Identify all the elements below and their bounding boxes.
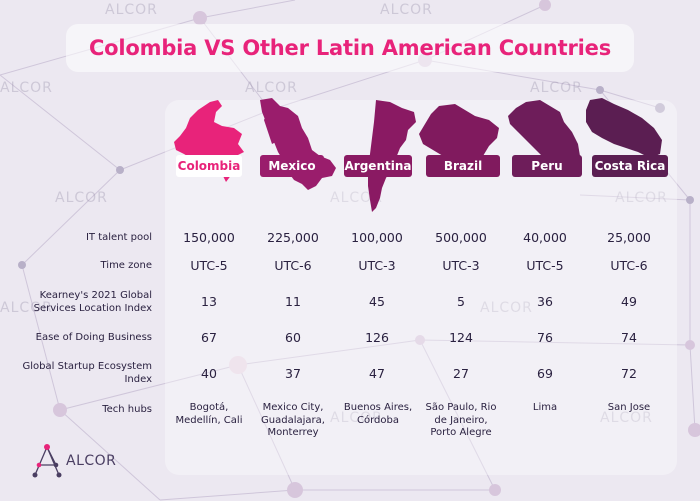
title-banner: Colombia VS Other Latin American Countri… bbox=[66, 24, 634, 72]
table-cell: 27 bbox=[453, 365, 469, 381]
watermark: ALCOR bbox=[615, 190, 668, 206]
table-cell: 40,000 bbox=[523, 229, 567, 245]
table-cell: 40 bbox=[201, 365, 217, 381]
table-cell: 76 bbox=[537, 329, 553, 345]
country-tab-brazil[interactable]: Brazil bbox=[426, 155, 500, 177]
watermark: ALCOR bbox=[0, 300, 53, 316]
mexico-map-icon bbox=[260, 98, 336, 190]
table-cell: San Jose bbox=[607, 402, 651, 413]
page-title: Colombia VS Other Latin American Countri… bbox=[88, 36, 612, 60]
table-cell: 74 bbox=[621, 329, 637, 345]
watermark: ALCOR bbox=[245, 80, 298, 96]
comparison-panel bbox=[165, 100, 677, 475]
table-cell: UTC-3 bbox=[358, 257, 396, 273]
table-cell: Buenos Aires, Córdoba bbox=[343, 402, 413, 426]
country-tab-argentina[interactable]: Argentina bbox=[344, 155, 412, 177]
table-cell: 5 bbox=[457, 293, 465, 309]
row-label-tech-hubs: Tech hubs bbox=[102, 403, 152, 415]
table-cell: 500,000 bbox=[435, 229, 487, 245]
watermark: ALCOR bbox=[530, 80, 583, 96]
country-tab-costa-rica[interactable]: Costa Rica bbox=[592, 155, 668, 177]
alcor-logo-text: ALCOR bbox=[66, 453, 117, 469]
watermark: ALCOR bbox=[330, 190, 383, 206]
table-cell: 47 bbox=[369, 365, 385, 381]
table-cell: 49 bbox=[621, 293, 637, 309]
table-cell: 36 bbox=[537, 293, 553, 309]
country-tab-mexico[interactable]: Mexico bbox=[260, 155, 324, 177]
row-label-startup-ecosystem: Global Startup Ecosystem Index bbox=[22, 361, 152, 385]
watermark: ALCOR bbox=[55, 190, 108, 206]
table-cell: Bogotá, Medellín, Cali bbox=[175, 402, 243, 426]
watermark: ALCOR bbox=[105, 2, 158, 18]
table-cell: 69 bbox=[537, 365, 553, 381]
watermark: ALCOR bbox=[330, 410, 383, 426]
table-cell: 37 bbox=[285, 365, 301, 381]
table-cell: Mexico City, Guadalajara, Monterrey bbox=[261, 402, 325, 438]
table-cell: 150,000 bbox=[183, 229, 235, 245]
costa-rica-map-icon bbox=[586, 98, 662, 158]
watermark: ALCOR bbox=[0, 80, 53, 96]
watermark: ALCOR bbox=[600, 410, 653, 426]
table-cell: 45 bbox=[369, 293, 385, 309]
table-cell: 72 bbox=[621, 365, 637, 381]
watermark: ALCOR bbox=[380, 2, 433, 18]
watermark: ALCOR bbox=[480, 300, 533, 316]
row-label-time-zone: Time zone bbox=[100, 259, 152, 271]
table-cell: 13 bbox=[201, 293, 217, 309]
row-label-it-talent-pool: IT talent pool bbox=[85, 231, 152, 243]
alcor-logo: ALCOR bbox=[30, 443, 116, 479]
table-cell: 100,000 bbox=[351, 229, 403, 245]
table-cell: UTC-6 bbox=[274, 257, 312, 273]
table-cell: 60 bbox=[285, 329, 301, 345]
country-tab-colombia[interactable]: Colombia bbox=[176, 155, 242, 177]
table-cell: 225,000 bbox=[267, 229, 319, 245]
table-cell: 11 bbox=[285, 293, 301, 309]
country-tab-peru[interactable]: Peru bbox=[512, 155, 582, 177]
table-cell: 126 bbox=[365, 329, 389, 345]
table-cell: UTC-6 bbox=[610, 257, 648, 273]
table-cell: UTC-5 bbox=[526, 257, 564, 273]
table-cell: Lima bbox=[532, 402, 558, 413]
alcor-logo-icon bbox=[32, 444, 62, 478]
table-cell: 67 bbox=[201, 329, 217, 345]
table-cell: 124 bbox=[449, 329, 473, 345]
table-cell: 25,000 bbox=[607, 229, 651, 245]
row-label-kearney-index: Kearney's 2021 Global Services Location … bbox=[33, 290, 152, 314]
row-label-ease-of-doing-business: Ease of Doing Business bbox=[35, 331, 152, 343]
table-cell: UTC-5 bbox=[190, 257, 228, 273]
table-cell: UTC-3 bbox=[442, 257, 480, 273]
table-cell: São Paulo, Rio de Janeiro, Porto Alegre bbox=[425, 402, 497, 438]
